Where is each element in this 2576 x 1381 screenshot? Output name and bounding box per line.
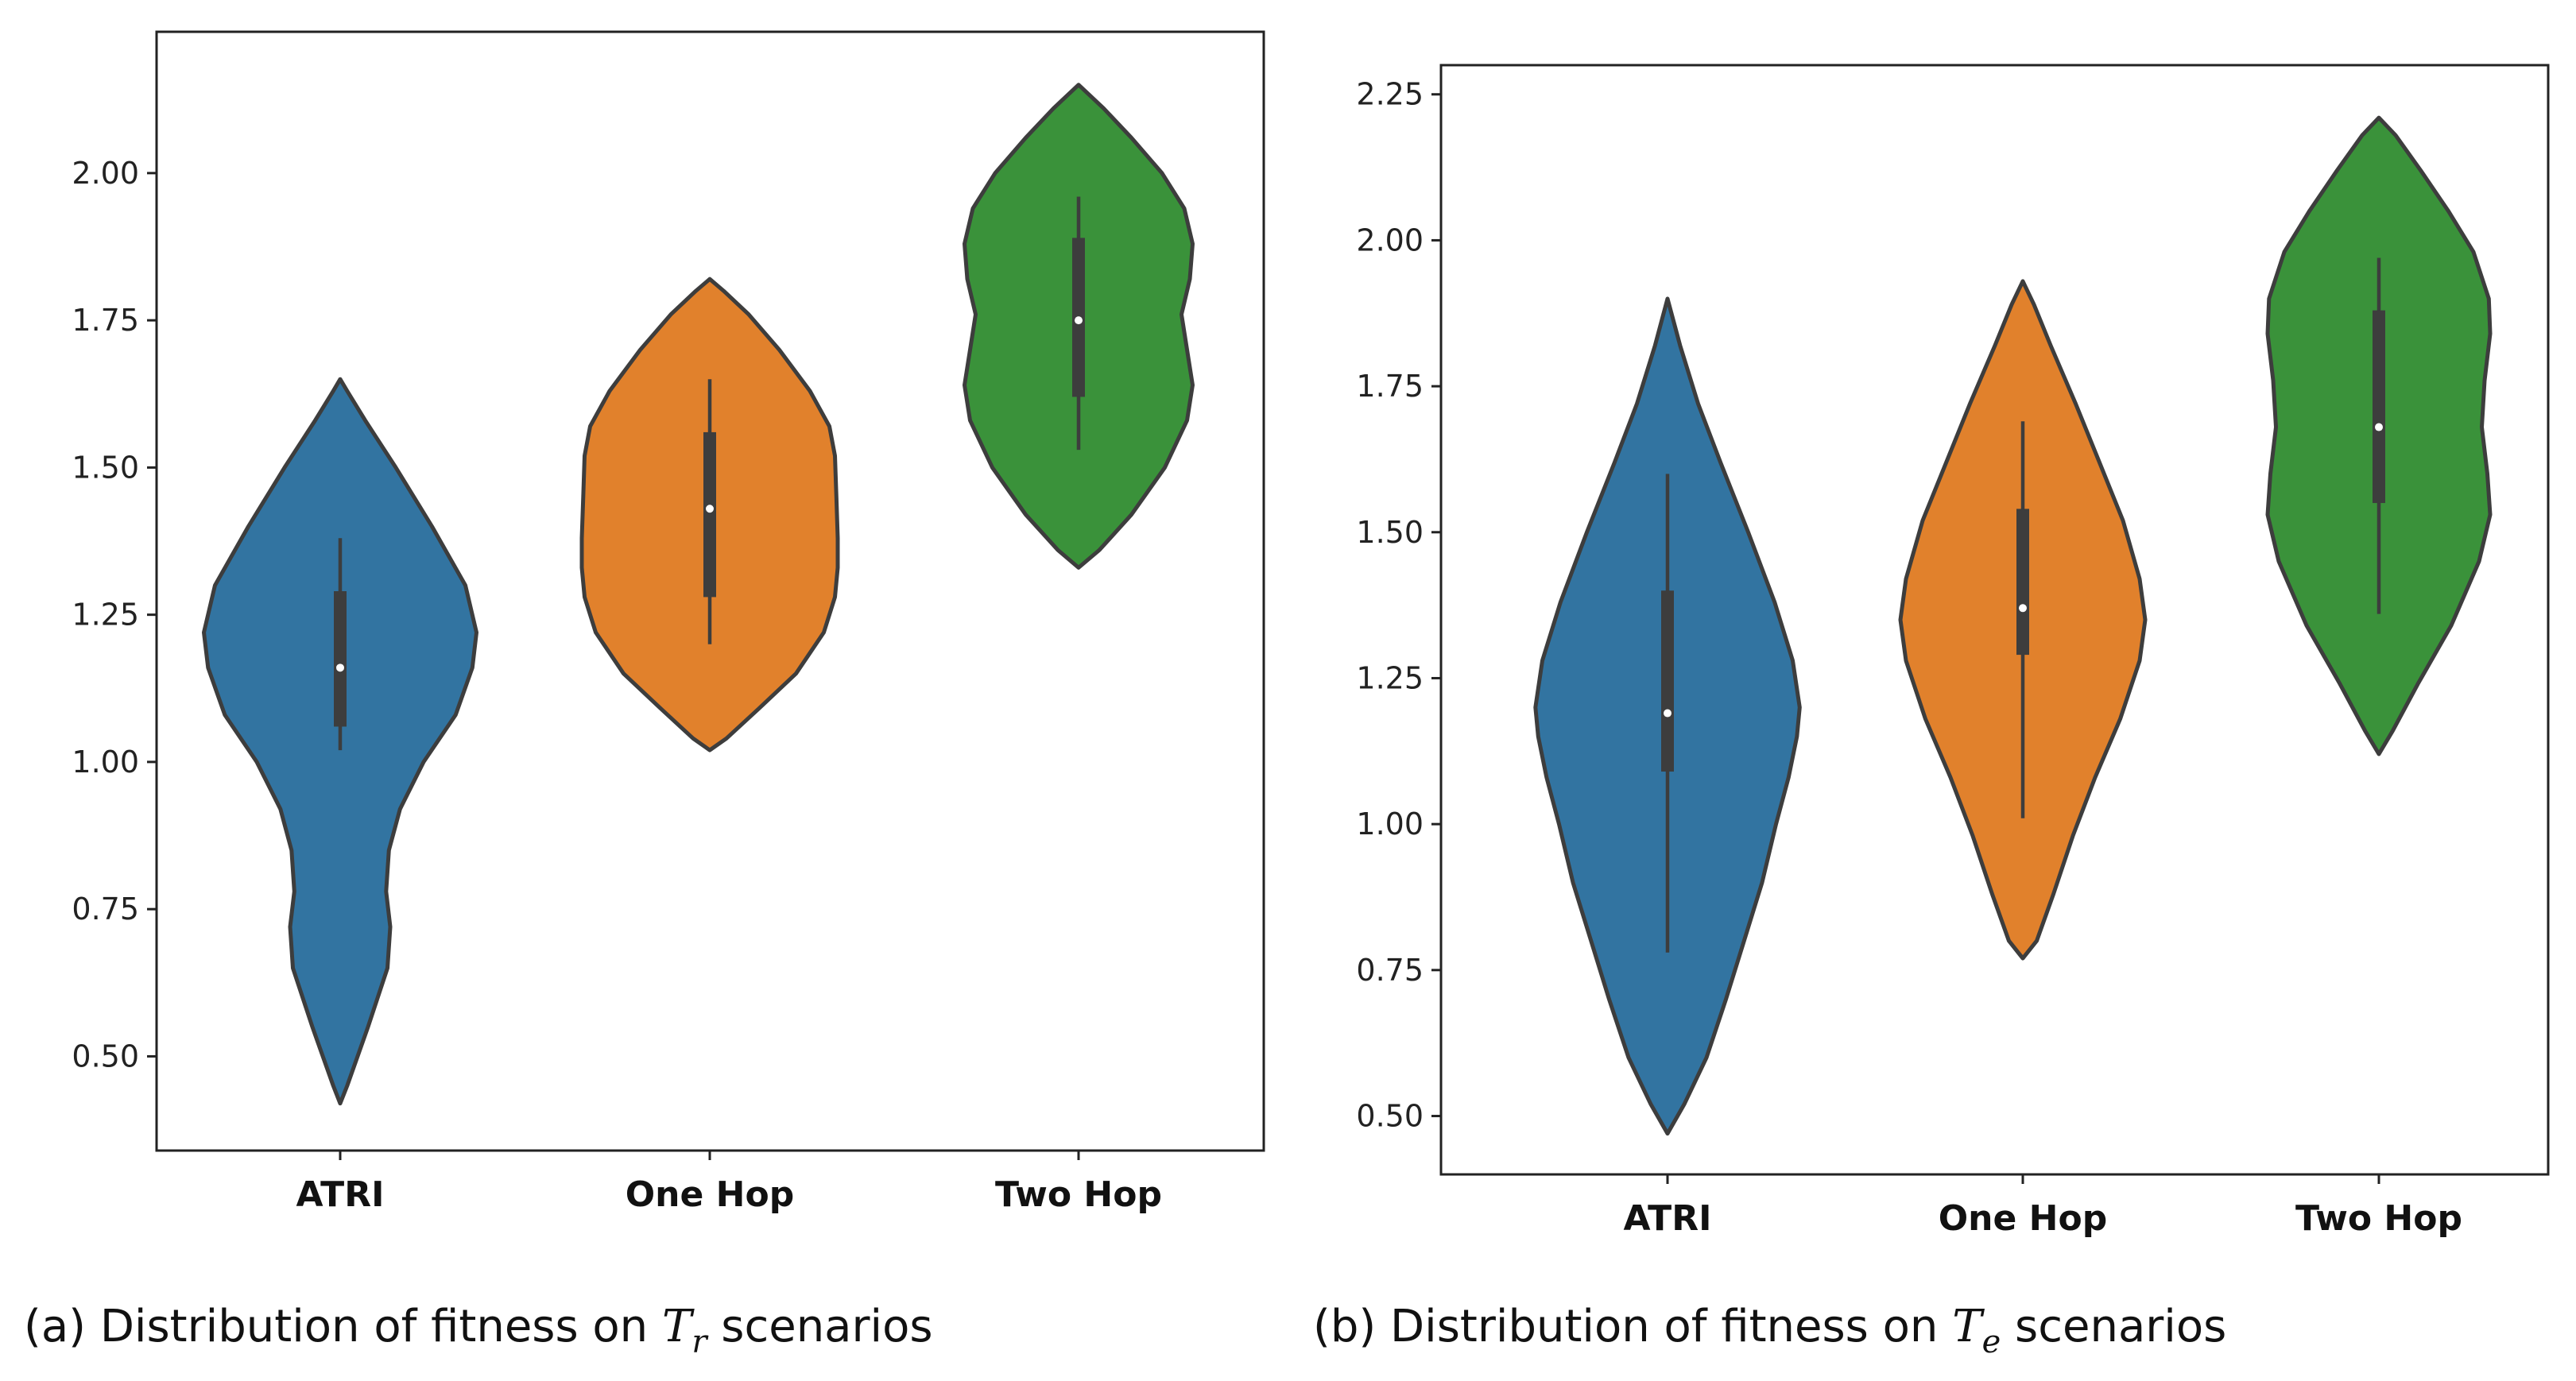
caption-b: (b) Distribution of fitness on Te scenar… — [1313, 1301, 2226, 1360]
violin-median — [706, 505, 714, 513]
violin-box — [2016, 509, 2029, 656]
y-tick-label: 1.75 — [1356, 369, 1424, 404]
y-tick-label: 2.00 — [1356, 222, 1424, 257]
violin-median — [2019, 604, 2027, 613]
violin-box — [334, 591, 347, 727]
x-tick-label: One Hop — [626, 1174, 794, 1215]
panel-b-violin-chart: 0.50 0.75 1.00 1.25 1.50 1.75 2.00 2.25 ATRI One … — [1356, 64, 2550, 1239]
y-tick-label: 1.00 — [72, 745, 139, 779]
caption-a: (a) Distribution of fitness on Tr scenar… — [24, 1301, 933, 1360]
y-tick-label: 1.75 — [72, 303, 139, 338]
caption-b-symbol: T — [1952, 1301, 1985, 1352]
x-tick-label: One Hop — [1939, 1198, 2107, 1239]
violin-box — [2373, 310, 2385, 504]
violin-median — [336, 663, 344, 672]
y-tick-label: 0.75 — [1356, 953, 1424, 988]
y-tick-label: 1.25 — [72, 598, 139, 632]
y-tick-label: 0.50 — [72, 1039, 139, 1073]
plot-frame — [155, 30, 1265, 1152]
caption-a-symbol: T — [662, 1301, 695, 1352]
y-tick-label: 1.00 — [1356, 807, 1424, 841]
violin-median — [1664, 709, 1671, 718]
y-tick-label: 2.25 — [1356, 77, 1424, 112]
caption-b-suffix: scenarios — [2001, 1301, 2226, 1352]
violin-median — [2375, 423, 2383, 431]
caption-b-prefix: (b) Distribution of fitness on — [1313, 1301, 1952, 1352]
y-tick-label: 0.50 — [1356, 1099, 1424, 1134]
panel-a-violin-chart: 0.50 0.75 1.00 1.25 1.50 1.75 2.00 ATRI One Hop T… — [72, 30, 1265, 1215]
caption-a-prefix: (a) Distribution of fitness on — [24, 1301, 662, 1352]
y-tick-label: 0.75 — [72, 892, 139, 926]
y-tick-label: 2.00 — [72, 156, 139, 191]
violin-median — [1075, 316, 1083, 325]
caption-a-subscript: r — [691, 1324, 709, 1360]
y-tick-label: 1.50 — [72, 450, 139, 485]
x-tick-label: Two Hop — [995, 1174, 1162, 1215]
y-tick-label: 1.50 — [1356, 515, 1424, 550]
x-tick-label: Two Hop — [2295, 1198, 2462, 1239]
y-tick-label: 1.25 — [1356, 660, 1424, 695]
violin-box — [1661, 590, 1674, 772]
caption-b-subscript: e — [1982, 1324, 2001, 1360]
plot-frame — [1439, 64, 2550, 1176]
x-tick-label: ATRI — [1624, 1198, 1712, 1239]
caption-a-suffix: scenarios — [707, 1301, 932, 1352]
violin-box — [703, 431, 716, 598]
x-tick-label: ATRI — [296, 1174, 385, 1215]
